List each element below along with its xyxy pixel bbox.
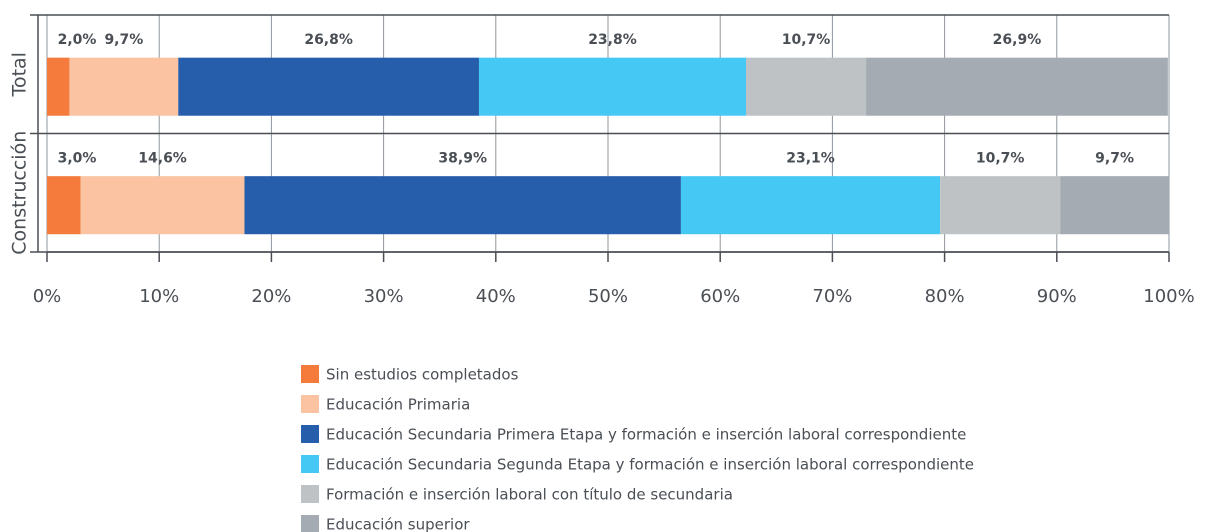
value-label: 10,7%	[782, 32, 831, 48]
bar-segment	[1060, 176, 1169, 235]
x-tick-label: 30%	[364, 286, 404, 307]
x-tick-label: 60%	[700, 286, 740, 307]
legend-label: Educación Secundaria Primera Etapa y for…	[326, 426, 966, 444]
bar-segment	[866, 57, 1168, 116]
bar-segment	[80, 176, 245, 235]
value-label: 26,9%	[993, 32, 1042, 48]
legend-label: Educación superior	[326, 516, 470, 532]
x-tick-label: 80%	[925, 286, 965, 307]
bar-segment	[746, 57, 867, 116]
legend-swatch	[301, 395, 319, 413]
x-tick-label: 20%	[251, 286, 291, 307]
x-tick-label: 0%	[33, 286, 62, 307]
bar-segment	[47, 176, 81, 235]
value-label: 38,9%	[438, 150, 487, 166]
category-label: Total	[9, 52, 31, 97]
x-tick-label: 70%	[812, 286, 852, 307]
value-label: 2,0%	[58, 32, 97, 48]
legend-swatch	[301, 485, 319, 503]
legend-label: Formación e inserción laboral con título…	[326, 486, 733, 504]
x-tick-label: 90%	[1037, 286, 1077, 307]
value-label: 23,8%	[588, 32, 637, 48]
value-label: 9,7%	[104, 32, 143, 48]
bar-segment	[178, 57, 479, 116]
x-tick-label: 100%	[1143, 286, 1194, 307]
legend-swatch	[301, 425, 319, 443]
x-tick-label: 50%	[588, 286, 628, 307]
bar-segment	[69, 57, 179, 116]
legend-label: Educación Primaria	[326, 396, 470, 414]
legend-swatch	[301, 515, 319, 532]
legend-label: Sin estudios completados	[326, 366, 519, 384]
legend-swatch	[301, 365, 319, 383]
bar-segment	[47, 57, 70, 116]
legend-swatch	[301, 455, 319, 473]
value-label: 26,8%	[304, 32, 353, 48]
value-label: 10,7%	[976, 150, 1025, 166]
bar-segment	[940, 176, 1061, 235]
x-tick-label: 40%	[476, 286, 516, 307]
bar-segment	[244, 176, 681, 235]
value-label: 3,0%	[58, 150, 97, 166]
value-label: 9,7%	[1095, 150, 1134, 166]
value-label: 14,6%	[138, 150, 187, 166]
category-label: Construcción	[9, 131, 31, 255]
x-tick-label: 10%	[139, 286, 179, 307]
legend-label: Educación Secundaria Segunda Etapa y for…	[326, 456, 974, 474]
bar-segment	[478, 57, 747, 116]
bar-segment	[680, 176, 941, 235]
value-label: 23,1%	[786, 150, 835, 166]
